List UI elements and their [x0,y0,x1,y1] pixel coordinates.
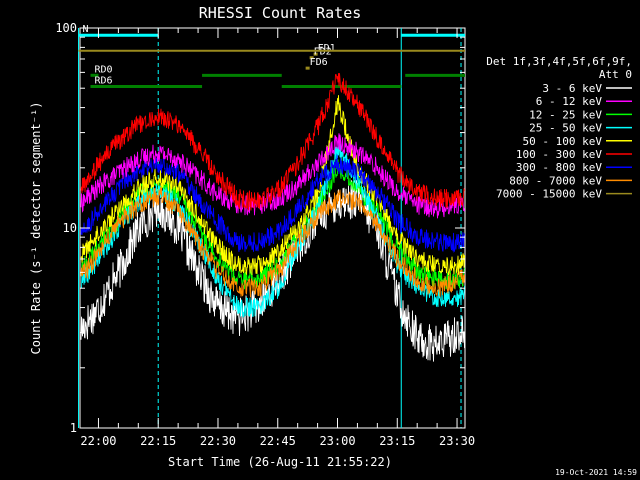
series-line-5 [80,73,465,211]
legend-label-4: 50 - 100 keV [523,135,603,148]
legend-label-5: 100 - 300 keV [516,148,602,161]
x-tick-label-6: 23:30 [439,434,475,448]
series-line-7 [80,186,465,298]
x-tick-label-3: 22:45 [260,434,296,448]
y-tick-label-0: 1 [70,421,77,435]
state-label-2: RD0 [94,64,112,75]
x-tick-label-4: 23:00 [319,434,355,448]
legend-label-7: 800 - 7000 keV [509,174,602,187]
state-label-7: FD1 [318,43,336,54]
y-axis-label: Count Rate (s⁻¹ detector segment⁻¹) [29,102,43,355]
x-tick-label-1: 22:15 [140,434,176,448]
y-axis-ticks: 1 10 100 [55,21,465,435]
legend-label-3: 25 - 50 keV [529,122,602,135]
legend-header-1: Att 0 [599,68,632,81]
state-label-0: N [83,24,89,35]
series-line-3 [80,141,465,318]
state-label-5: RD6 [94,75,112,86]
x-tick-label-5: 23:15 [379,434,415,448]
footer-timestamp: 19-Oct-2021 14:59 [555,468,637,477]
chart-title: RHESSI Count Rates [199,4,362,22]
legend-label-0: 3 - 6 keV [542,82,602,95]
state-label-9: FD6 [310,57,328,68]
series-line-1 [80,133,465,219]
state-label-8: FD2 [314,47,332,58]
y-tick-label-1: 10 [63,221,77,235]
x-tick-label-2: 22:30 [200,434,236,448]
legend-label-8: 7000 - 15000 keV [496,188,602,201]
series-line-4 [80,95,465,276]
y-tick-label-2: 100 [55,21,77,35]
x-axis-ticks: 22:00 22:15 22:30 22:45 23:00 23:15 23:30 [80,28,475,448]
legend-label-6: 300 - 800 keV [516,161,602,174]
legend-header-0: Det 1f,3f,4f,5f,6f,9f, [486,55,632,68]
series-group [78,49,465,362]
legend-label-2: 12 - 25 keV [529,108,602,121]
series-line-6 [80,154,465,253]
legend-label-1: 6 - 12 keV [536,95,603,108]
x-axis-label: Start Time (26-Aug-11 21:55:22) [168,455,392,469]
x-tick-label-0: 22:00 [80,434,116,448]
